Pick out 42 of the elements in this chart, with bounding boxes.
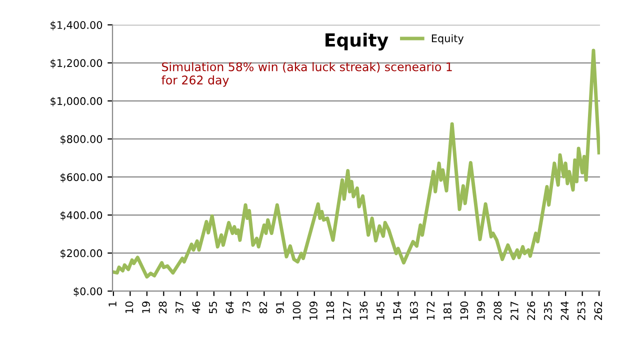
line-series — [112, 48, 600, 279]
x-tick-label: 244 — [560, 301, 568, 320]
x-tick-label: 208 — [494, 302, 502, 320]
x-tick-label: 100 — [292, 302, 301, 320]
x-tick-label: 172 — [426, 302, 434, 320]
y-tick-label: $400.00 — [60, 211, 102, 221]
x-tick-label: 190 — [460, 302, 468, 320]
annotation: Simulation 58% win (aka luck streak) sceneario 1 for 262 day — [162, 62, 452, 87]
y-tick-label: $800.00 — [60, 135, 102, 144]
legend-label: Equity — [432, 34, 464, 44]
x-tick-label: 127 — [343, 302, 351, 320]
y-tick-label: $1,400.00 — [50, 20, 102, 30]
x-tick-label: 73 — [242, 302, 250, 314]
x-tick-label: 109 — [310, 302, 318, 320]
x-tick-label: 163 — [410, 302, 418, 320]
x-tick-label: 181 — [443, 302, 452, 320]
chart-title: Equity — [326, 32, 388, 50]
x-tick-label: 55 — [209, 302, 217, 314]
y-tick-label: $200.00 — [60, 249, 102, 259]
x-tick-label: 118 — [326, 302, 334, 320]
x-tick-label: 253 — [577, 302, 586, 320]
y-tick-label: $1,200.00 — [50, 58, 102, 68]
y-tick-label: $0.00 — [74, 287, 102, 297]
x-tick-label: 10 — [125, 302, 134, 313]
x-tick-label: 82 — [259, 302, 268, 314]
x-tick-label: 64 — [226, 301, 234, 314]
x-tick-label: 136 — [360, 301, 368, 320]
x-tick-label: 217 — [510, 302, 518, 320]
x-tick-label: 46 — [192, 301, 200, 314]
x-tick-label: 199 — [476, 302, 485, 320]
x-tick-label: 154 — [393, 301, 402, 320]
y-tick-label: $600.00 — [60, 173, 102, 182]
x-tick-label: 28 — [158, 302, 167, 314]
x-tick-label: 19 — [142, 302, 150, 313]
x-tick-label: 1 — [108, 302, 116, 306]
x-tick-label: 91 — [276, 302, 284, 314]
x-tick-label: 262 — [594, 302, 602, 320]
x-tick-label: 145 — [376, 302, 384, 320]
x-tick-label: 235 — [544, 302, 552, 320]
y-tick-label: $1,000.00 — [50, 96, 102, 106]
x-tick-label: 226 — [527, 301, 536, 320]
x-tick-label: 37 — [176, 302, 184, 314]
